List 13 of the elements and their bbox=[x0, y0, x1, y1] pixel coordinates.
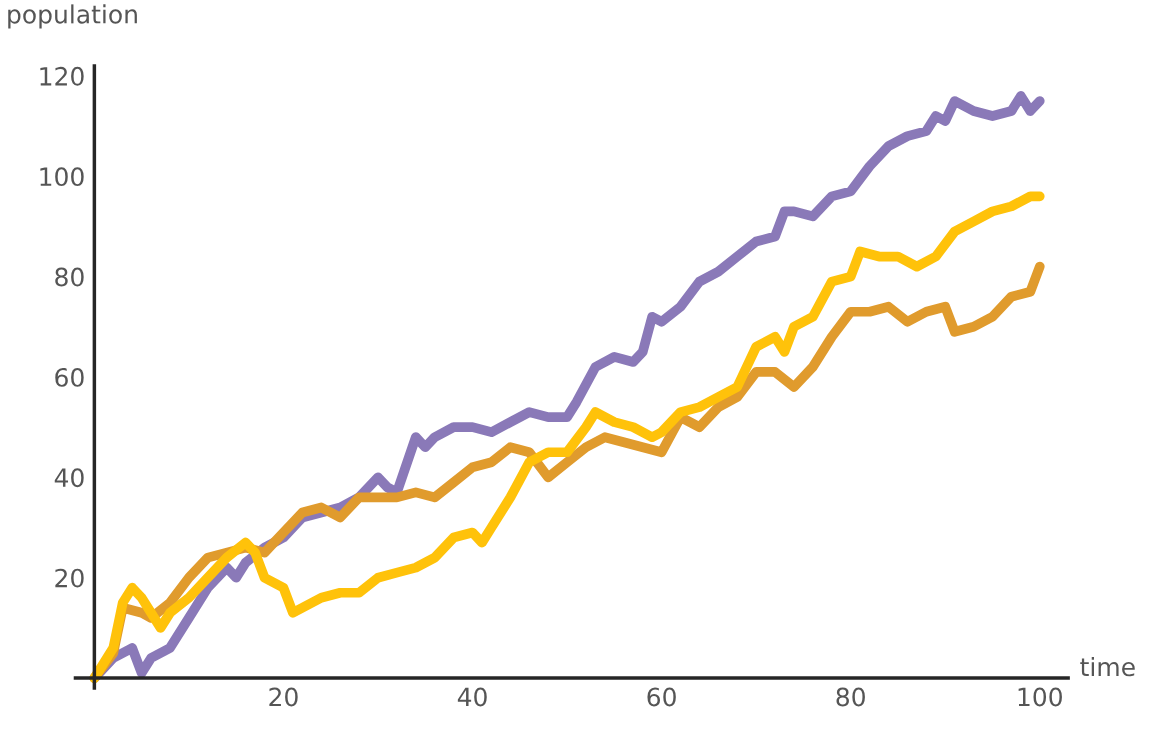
x-tick-label: 100 bbox=[1018, 687, 1062, 707]
y-tick-label: 60 bbox=[55, 367, 84, 387]
x-tick-label: 20 bbox=[269, 687, 298, 707]
y-tick-label: 80 bbox=[55, 267, 84, 287]
x-tick-label: 60 bbox=[647, 687, 676, 707]
y-tick-label: 20 bbox=[55, 568, 84, 588]
y-axis-title: population bbox=[8, 4, 137, 29]
y-tick-label: 40 bbox=[54, 468, 84, 488]
y-tick-label: 120 bbox=[40, 66, 84, 86]
x-tick-label: 40 bbox=[457, 687, 487, 707]
y-tick-label: 100 bbox=[40, 167, 84, 187]
x-tick-label: 80 bbox=[836, 687, 865, 707]
x-axis-title: time bbox=[1080, 656, 1135, 677]
